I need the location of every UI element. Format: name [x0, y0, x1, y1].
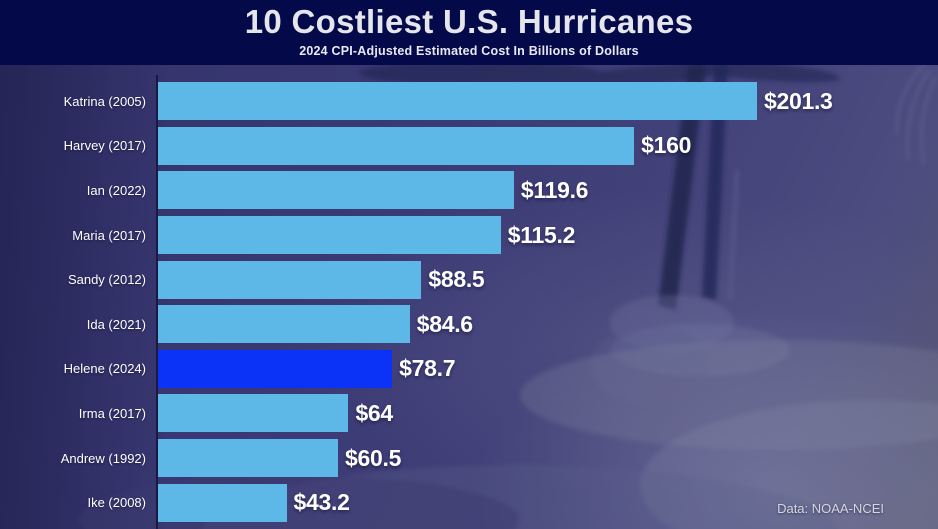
bar [158, 439, 339, 478]
value-label: $60.5 [345, 444, 402, 471]
value-label: $160 [641, 132, 692, 159]
value-label: $119.6 [520, 176, 589, 203]
category-label: Harvey (2017) [63, 138, 146, 154]
bar-track: $201.3 [158, 79, 833, 124]
value-label: $201.3 [764, 87, 833, 114]
vignette-left [0, 65, 170, 529]
category-label: Andrew (1992) [60, 450, 146, 466]
bar-row: Helene (2024) $78.7 [0, 347, 938, 392]
value-label: $84.6 [416, 310, 473, 337]
category-label: Ike (2008) [87, 495, 146, 511]
bar-row: Harvey (2017) $160 [0, 124, 938, 169]
bar-row: Maria (2017) $115.2 [0, 213, 938, 258]
background-photo-artwork [0, 65, 938, 529]
bar-row: Irma (2017) $64 [0, 391, 938, 436]
category-label: Sandy (2012) [67, 272, 146, 288]
bar-row: Andrew (1992) $60.5 [0, 436, 938, 481]
bar-row: Ida (2021) $84.6 [0, 302, 938, 347]
category-label: Helene (2024) [63, 361, 146, 377]
bar [158, 82, 757, 121]
category-label: Irma (2017) [78, 405, 146, 421]
bar-track: $78.7 [158, 347, 456, 392]
bar-track: $115.2 [158, 213, 575, 258]
bar-track: $160 [158, 124, 691, 169]
value-label: $88.5 [428, 266, 485, 293]
bar-track: $84.6 [158, 302, 473, 347]
category-label: Maria (2017) [72, 227, 146, 243]
bar-row: Katrina (2005) $201.3 [0, 79, 938, 124]
y-axis-line [156, 75, 158, 529]
bar-track: $64 [158, 391, 393, 436]
bar-row: Ike (2008) $43.2 [0, 480, 938, 525]
palm-trunks [658, 65, 739, 310]
ocean-foam [80, 340, 938, 529]
bar [158, 171, 514, 210]
category-label: Katrina (2005) [63, 93, 146, 109]
data-source-label: Data: NOAA-NCEI [777, 501, 884, 516]
bar-track: $119.6 [158, 168, 588, 213]
bar-highlighted [158, 349, 393, 388]
bar-row: Ian (2022) $119.6 [0, 168, 938, 213]
palm-leaf-right [895, 65, 937, 166]
header: 10 Costliest U.S. Hurricanes 2024 CPI-Ad… [0, 0, 938, 65]
category-label: Ida (2021) [86, 316, 146, 332]
value-label: $43.2 [293, 489, 350, 516]
bar-track: $43.2 [158, 480, 350, 525]
value-label: $64 [355, 399, 393, 426]
value-label: $115.2 [507, 221, 576, 248]
bar-row: Sandy (2012) $88.5 [0, 257, 938, 302]
bar [158, 394, 349, 433]
value-label: $78.7 [399, 355, 456, 382]
bar-track: $88.5 [158, 257, 485, 302]
bar [158, 483, 287, 522]
chart-subtitle: 2024 CPI-Adjusted Estimated Cost In Bill… [299, 44, 639, 58]
bar [158, 126, 635, 165]
chart-title: 10 Costliest U.S. Hurricanes [244, 3, 694, 40]
category-label: Ian (2022) [86, 182, 146, 198]
bar-track: $60.5 [158, 436, 401, 481]
bar-chart: Katrina (2005) $201.3 Harvey (2017) $160 Ian… [0, 79, 938, 525]
bar [158, 216, 501, 255]
bar [158, 260, 422, 299]
bar [158, 305, 410, 344]
